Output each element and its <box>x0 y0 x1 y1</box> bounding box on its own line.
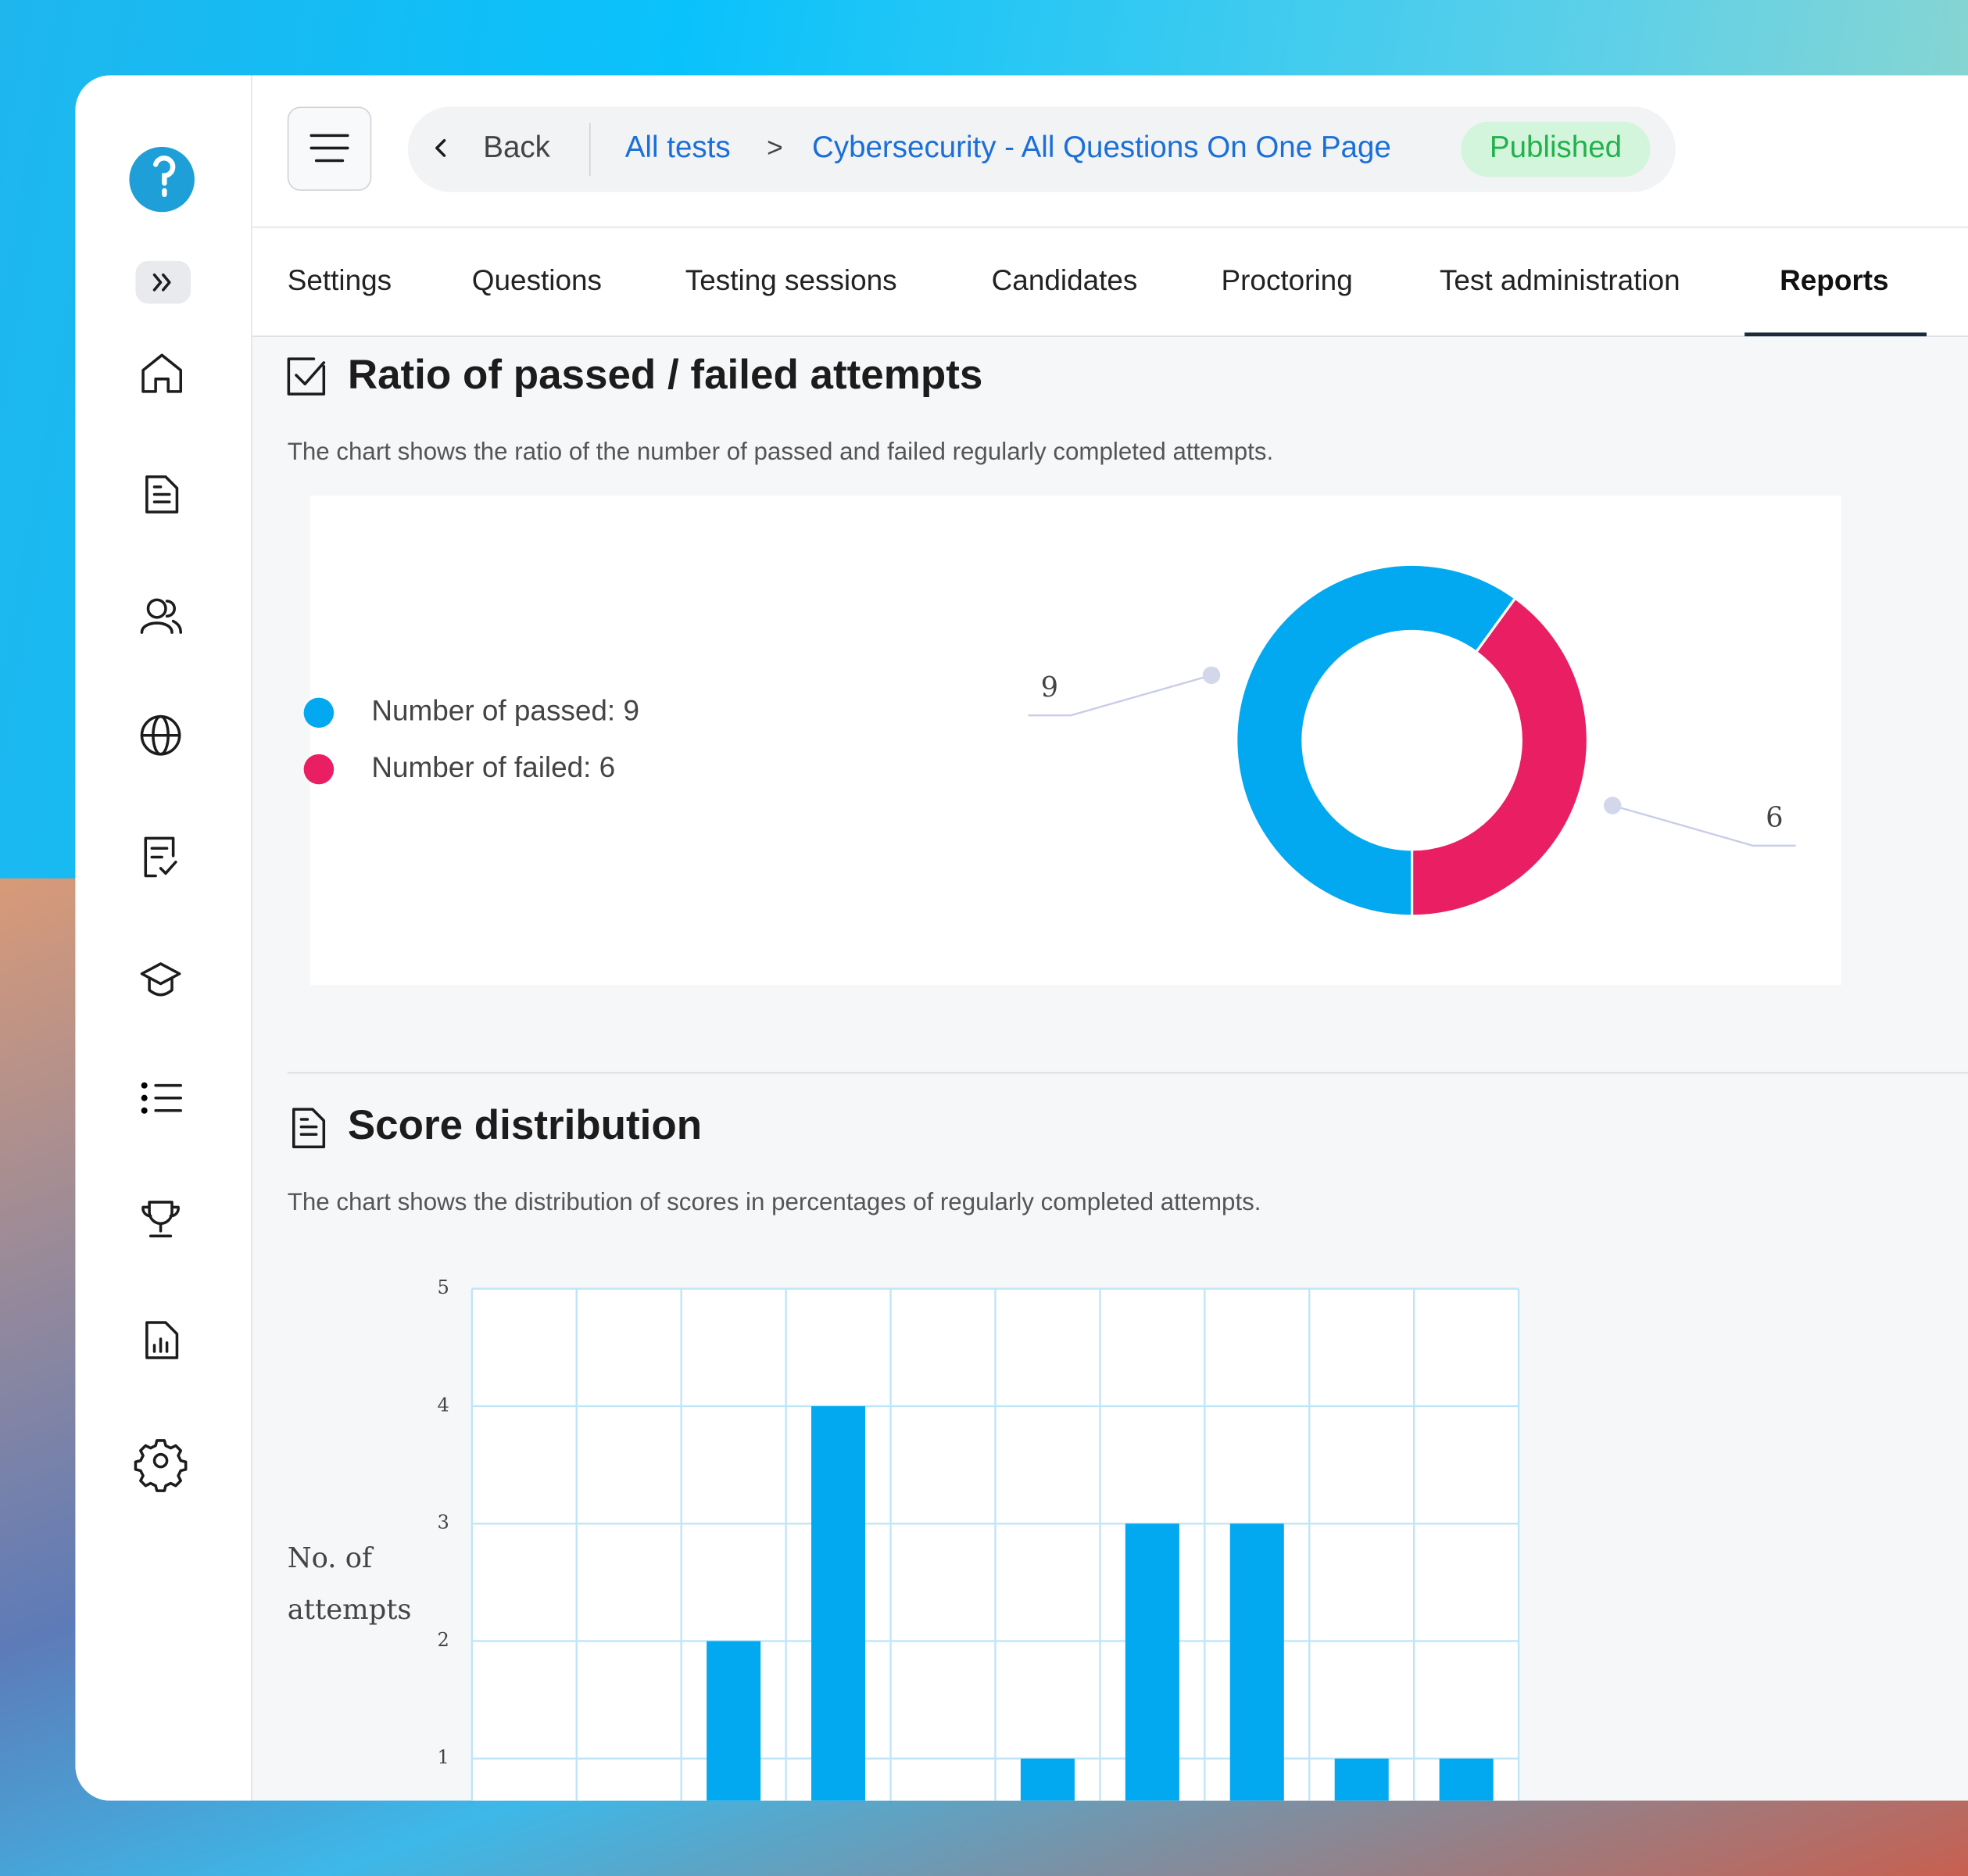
section-icon <box>287 357 326 396</box>
bar <box>811 1405 866 1801</box>
nav-reports[interactable] <box>145 1321 179 1359</box>
breadcrumb-current[interactable]: Cybersecurity - All Questions On One Pag… <box>812 131 1391 164</box>
y-axis-label: No. of attempts <box>287 1543 412 1627</box>
y-tick-label: 3 <box>438 1512 449 1534</box>
nav-list[interactable] <box>141 1082 183 1114</box>
tab[interactable]: Candidates <box>992 264 1138 296</box>
bar <box>1439 1758 1494 1801</box>
pie-slice <box>1235 563 1517 918</box>
section-description: The chart shows the ratio of the number … <box>288 438 1273 465</box>
tab-active[interactable]: Reports <box>1780 264 1888 296</box>
expand-button[interactable] <box>135 260 191 304</box>
bar <box>1229 1523 1284 1801</box>
pie-chart: 9 Number of passed: 9 6 Number of failed: 6 <box>303 563 1796 918</box>
tab[interactable]: Testing sessions <box>685 264 897 296</box>
section-title: Score distribution <box>348 1102 702 1148</box>
status-text: Published <box>1490 131 1622 164</box>
legend-label: Number of passed: 9 <box>371 695 639 727</box>
section-title: Ratio of passed / failed attempts <box>348 352 982 398</box>
bar <box>1020 1758 1075 1801</box>
tab[interactable]: Questions <box>472 264 602 296</box>
bar <box>1334 1758 1389 1801</box>
bar <box>1125 1523 1179 1801</box>
nav-review[interactable] <box>144 836 177 878</box>
section-description: The chart shows the distribution of scor… <box>288 1188 1261 1215</box>
breadcrumb-separator: > <box>767 132 783 163</box>
label-leader <box>1612 804 1796 847</box>
nav-courses[interactable] <box>140 962 181 997</box>
tab[interactable]: Proctoring <box>1222 264 1353 296</box>
y-tick-label: 1 <box>438 1746 449 1768</box>
y-tick-label: 2 <box>438 1629 449 1651</box>
tab[interactable]: Test administration <box>1440 264 1680 296</box>
section-icon <box>292 1108 326 1149</box>
breadcrumb-link[interactable]: All tests <box>625 131 731 164</box>
bar <box>707 1641 761 1801</box>
label-dot <box>1603 797 1622 814</box>
legend-marker <box>303 754 335 785</box>
nav-trophy[interactable] <box>141 1201 180 1238</box>
y-tick-label: 5 <box>438 1276 449 1298</box>
nav-settings[interactable] <box>134 1439 188 1492</box>
data-label: 6 <box>1766 802 1783 834</box>
tab-underline <box>1744 332 1927 337</box>
nav-users[interactable] <box>140 598 183 634</box>
sidebar <box>75 75 252 1801</box>
pie-slice <box>1410 596 1590 918</box>
legend-marker <box>303 697 335 729</box>
data-label: 9 <box>1041 671 1058 704</box>
chart-card <box>310 496 1841 986</box>
label-leader <box>1028 674 1212 717</box>
y-tick-label: 4 <box>438 1394 449 1416</box>
breadcrumb-bar <box>407 106 1676 192</box>
nav-web[interactable] <box>140 714 181 756</box>
tab[interactable]: Settings <box>288 264 392 296</box>
label-dot <box>1202 666 1221 685</box>
nav-home[interactable] <box>141 353 183 393</box>
status-badge <box>1461 121 1651 177</box>
back-link[interactable]: Back <box>483 131 550 164</box>
bar-chart: 1 2 3 4 5 <box>438 1276 1520 1801</box>
legend-label: Number of failed: 6 <box>371 751 615 783</box>
nav-tests[interactable] <box>145 475 179 514</box>
